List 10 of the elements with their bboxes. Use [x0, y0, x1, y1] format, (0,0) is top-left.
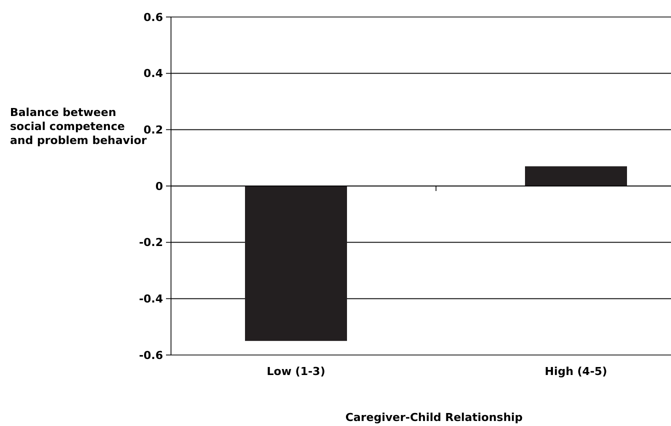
y-tick-label: -0.6 [138, 348, 164, 362]
y-tick-label: 0.2 [144, 124, 163, 137]
x-axis-title: Caregiver-Child Relationship [345, 411, 523, 424]
x-tick-label: Low (1-3) [266, 365, 326, 378]
y-tick-label: 0.4 [144, 67, 164, 80]
y-tick-label: 0 [155, 180, 164, 193]
y-tick-label: -0.4 [138, 292, 164, 306]
y-tick-label: -0.2 [138, 236, 163, 250]
x-tick-label: High (4-5) [544, 365, 608, 378]
y-tick-label: 0.6 [144, 10, 164, 24]
